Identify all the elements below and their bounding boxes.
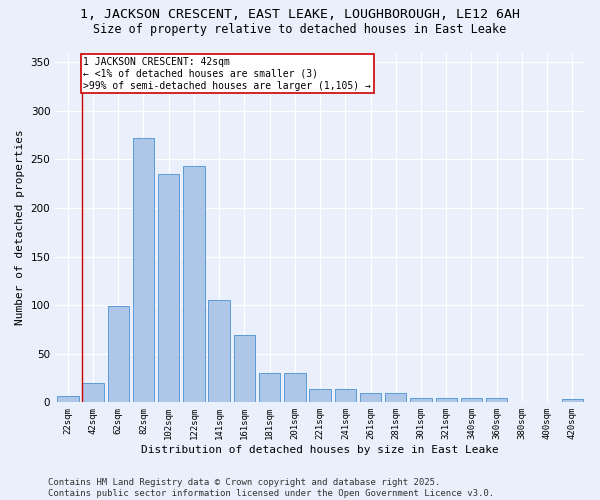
Bar (360, 392, 381, 402)
X-axis label: Distribution of detached houses by size in East Leake: Distribution of detached houses by size … (141, 445, 499, 455)
Text: 1, JACKSON CRESCENT, EAST LEAKE, LOUGHBOROUGH, LE12 6AH: 1, JACKSON CRESCENT, EAST LEAKE, LOUGHBO… (80, 8, 520, 20)
Bar (107, 306, 129, 402)
Text: Contains HM Land Registry data © Crown copyright and database right 2025.
Contai: Contains HM Land Registry data © Crown c… (48, 478, 494, 498)
Bar (183, 166, 205, 402)
Bar (461, 398, 482, 402)
Bar (562, 400, 583, 402)
Bar (410, 398, 432, 402)
Y-axis label: Number of detached properties: Number of detached properties (15, 130, 25, 326)
Bar (158, 174, 179, 402)
Bar (436, 398, 457, 402)
Bar (310, 388, 331, 402)
Bar (259, 373, 280, 402)
Bar (335, 388, 356, 402)
Bar (486, 398, 508, 402)
Text: 1 JACKSON CRESCENT: 42sqm
← <1% of detached houses are smaller (3)
>99% of semi-: 1 JACKSON CRESCENT: 42sqm ← <1% of detac… (83, 58, 371, 90)
Bar (233, 336, 255, 402)
Bar (208, 300, 230, 402)
Bar (133, 138, 154, 402)
Bar (284, 373, 305, 402)
Bar (82, 383, 104, 402)
Bar (385, 392, 406, 402)
Text: Size of property relative to detached houses in East Leake: Size of property relative to detached ho… (94, 22, 506, 36)
Bar (57, 396, 79, 402)
